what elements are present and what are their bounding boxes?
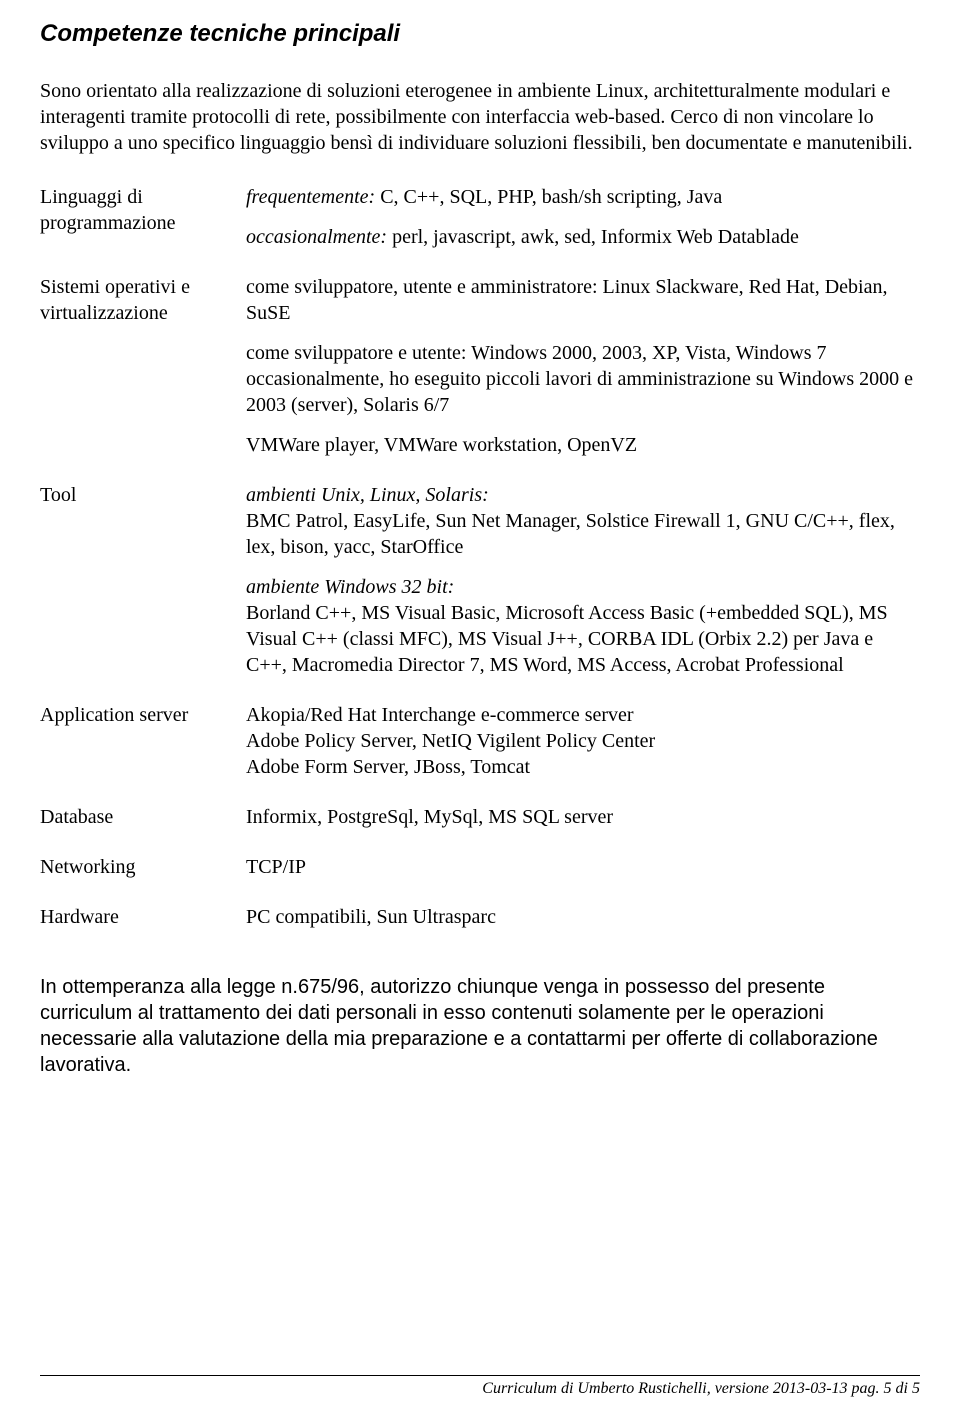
row-content-database: Informix, PostgreSql, MySql, MS SQL serv… — [246, 804, 920, 854]
table-row: Hardware PC compatibili, Sun Ultrasparc — [40, 904, 920, 954]
row-label-networking: Networking — [40, 854, 246, 904]
row-content-sistemi: come sviluppatore, utente e amministrato… — [246, 274, 920, 482]
table-row: Database Informix, PostgreSql, MySql, MS… — [40, 804, 920, 854]
row-label-tool: Tool — [40, 482, 246, 702]
sistemi-p2: come sviluppatore e utente: Windows 2000… — [246, 340, 914, 418]
row-label-database: Database — [40, 804, 246, 854]
row-label-appserver: Application server — [40, 702, 246, 804]
appserver-p1: Akopia/Red Hat Interchange e-commerce se… — [246, 702, 914, 728]
table-row: Linguaggi di programmazione frequentemen… — [40, 184, 920, 274]
row-content-appserver: Akopia/Red Hat Interchange e-commerce se… — [246, 702, 920, 804]
privacy-statement: In ottemperanza alla legge n.675/96, aut… — [40, 974, 920, 1078]
freq-label: frequentemente: — [246, 186, 375, 208]
section-heading: Competenze tecniche principali — [40, 20, 920, 48]
row-content-networking: TCP/IP — [246, 854, 920, 904]
row-content-tool: ambienti Unix, Linux, Solaris: BMC Patro… — [246, 482, 920, 702]
footer-text: Curriculum di Umberto Rustichelli, versi… — [40, 1380, 920, 1398]
row-label-linguaggi: Linguaggi di programmazione — [40, 184, 246, 274]
tool-p2-text: Borland C++, MS Visual Basic, Microsoft … — [246, 600, 914, 678]
sistemi-p3: VMWare player, VMWare workstation, OpenV… — [246, 432, 914, 458]
page-container: Competenze tecniche principali Sono orie… — [0, 0, 960, 1410]
skills-table: Linguaggi di programmazione frequentemen… — [40, 184, 920, 954]
freq-text: C, C++, SQL, PHP, bash/sh scripting, Jav… — [375, 186, 722, 208]
footer: Curriculum di Umberto Rustichelli, versi… — [40, 1375, 920, 1398]
table-row: Application server Akopia/Red Hat Interc… — [40, 702, 920, 804]
footer-divider — [40, 1375, 920, 1376]
row-label-sistemi: Sistemi operativi e virtualizzazione — [40, 274, 246, 482]
occ-label: occasionalmente: — [246, 226, 387, 248]
tool-p2-label: ambiente Windows 32 bit: — [246, 574, 914, 600]
table-row: Sistemi operativi e virtualizzazione com… — [40, 274, 920, 482]
sistemi-p1: come sviluppatore, utente e amministrato… — [246, 274, 914, 326]
intro-paragraph: Sono orientato alla realizzazione di sol… — [40, 78, 920, 156]
row-content-linguaggi: frequentemente: C, C++, SQL, PHP, bash/s… — [246, 184, 920, 274]
tool-p1-label: ambienti Unix, Linux, Solaris: — [246, 482, 914, 508]
row-label-hardware: Hardware — [40, 904, 246, 954]
appserver-p2: Adobe Policy Server, NetIQ Vigilent Poli… — [246, 728, 914, 754]
table-row: Tool ambienti Unix, Linux, Solaris: BMC … — [40, 482, 920, 702]
occ-text: perl, javascript, awk, sed, Informix Web… — [387, 226, 799, 248]
row-content-hardware: PC compatibili, Sun Ultrasparc — [246, 904, 920, 954]
table-row: Networking TCP/IP — [40, 854, 920, 904]
tool-p1-text: BMC Patrol, EasyLife, Sun Net Manager, S… — [246, 508, 914, 560]
appserver-p3: Adobe Form Server, JBoss, Tomcat — [246, 754, 914, 780]
